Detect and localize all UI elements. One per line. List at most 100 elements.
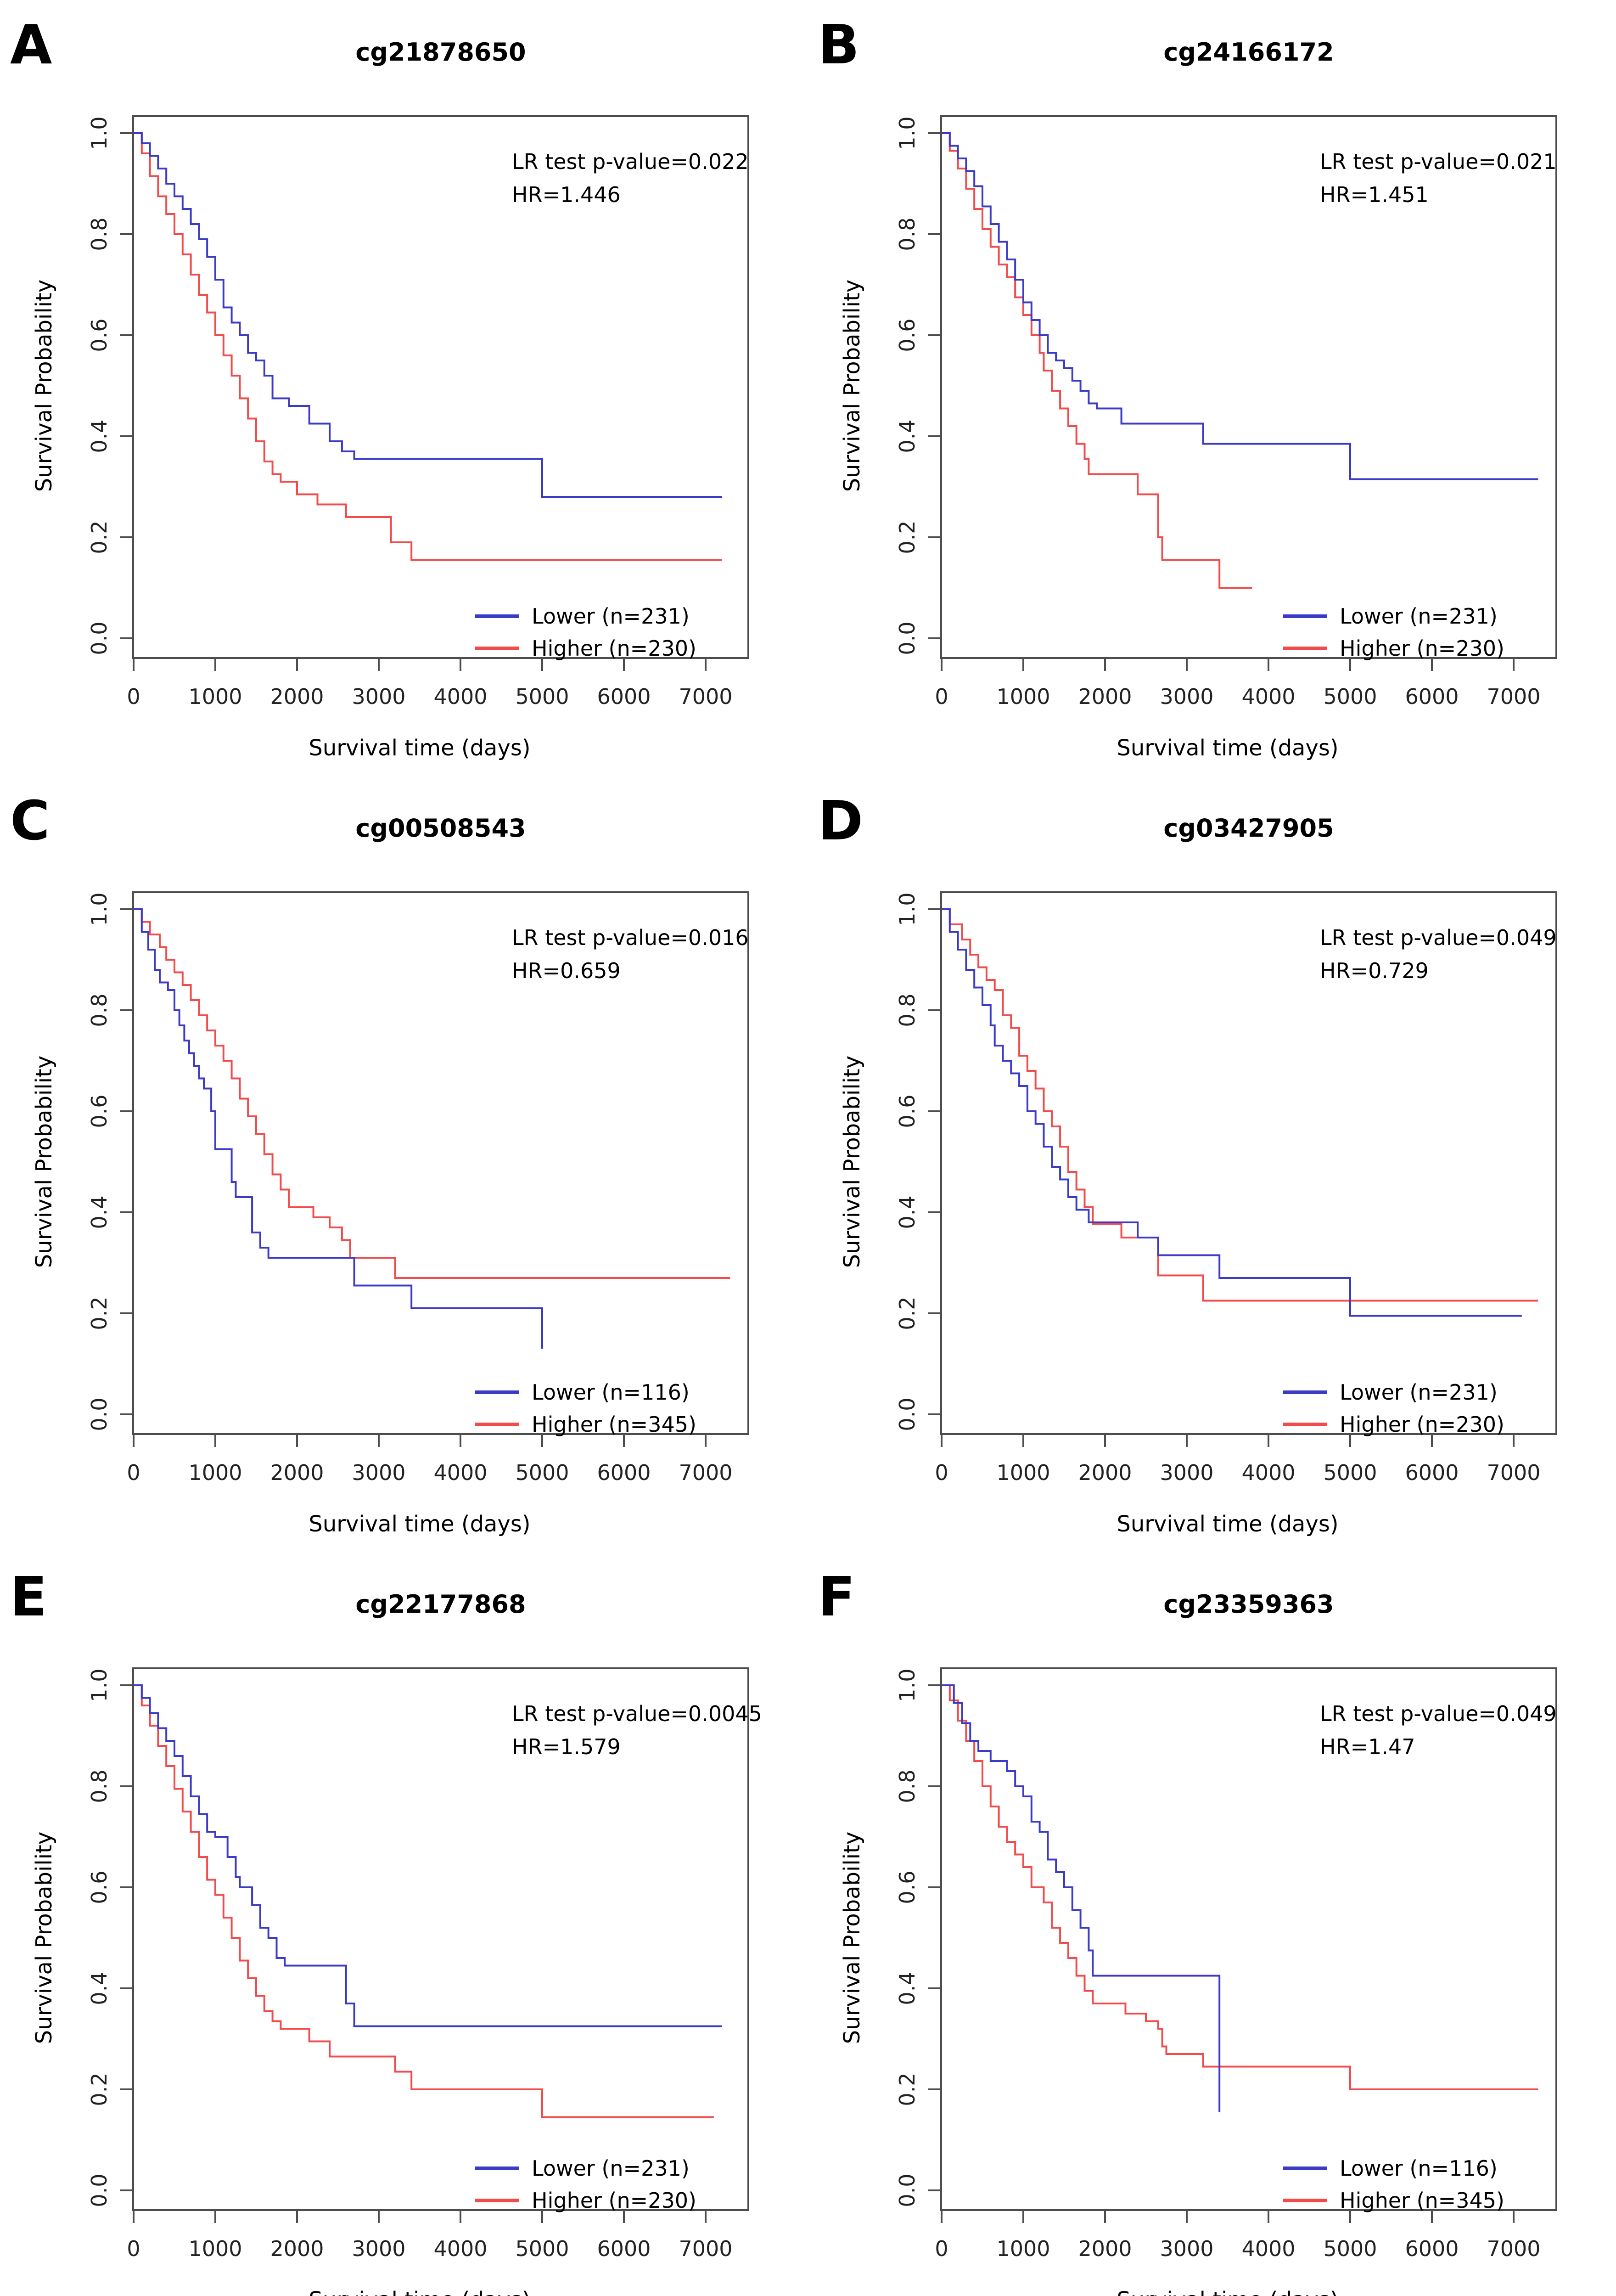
y-tick-label: 0.6 xyxy=(87,318,112,352)
panel-letter: E xyxy=(10,1565,47,1628)
x-tick-label: 3000 xyxy=(352,684,405,709)
km-curve-higher xyxy=(134,132,722,561)
y-tick-label: 0.0 xyxy=(87,621,112,655)
legend-label-lower: Lower (n=231) xyxy=(1340,604,1498,629)
legend-label-lower: Lower (n=231) xyxy=(532,604,690,629)
y-tick-label: 1.0 xyxy=(895,116,920,150)
chart-title: cg24166172 xyxy=(1163,38,1334,67)
panel-letter: C xyxy=(10,789,50,852)
y-tick-label: 0.2 xyxy=(895,2072,920,2106)
y-tick-label: 1.0 xyxy=(895,1668,920,1702)
lr-test-annotation: LR test p-value=0.016 xyxy=(512,925,749,950)
legend-label-lower: Lower (n=116) xyxy=(1340,2156,1498,2181)
x-tick-label: 5000 xyxy=(1323,1460,1377,1485)
x-tick-label: 5000 xyxy=(1323,684,1377,709)
x-tick-label: 1000 xyxy=(996,1460,1050,1485)
x-axis-label: Survival time (days) xyxy=(309,1511,530,1537)
hr-annotation: HR=0.659 xyxy=(512,958,621,983)
y-tick-label: 0.6 xyxy=(895,318,920,352)
x-tick-label: 1000 xyxy=(996,684,1050,709)
x-tick-label: 1000 xyxy=(996,2236,1050,2261)
x-tick-label: 1000 xyxy=(188,1460,242,1485)
legend-label-higher: Higher (n=230) xyxy=(532,2188,696,2213)
y-tick-label: 0.4 xyxy=(895,1971,920,2005)
x-tick-label: 2000 xyxy=(1078,2236,1132,2261)
km-curve-lower xyxy=(942,908,1522,1317)
x-tick-label: 3000 xyxy=(1160,2236,1213,2261)
lr-test-annotation: LR test p-value=0.021 xyxy=(1320,149,1557,174)
km-curve-lower xyxy=(942,1684,1221,2112)
y-tick-label: 0.0 xyxy=(895,1397,920,1431)
x-tick-label: 3000 xyxy=(352,2236,405,2261)
y-tick-label: 0.8 xyxy=(87,993,112,1027)
km-curve-higher xyxy=(942,132,1252,589)
km-curve-higher xyxy=(134,1684,714,2118)
y-tick-label: 0.8 xyxy=(895,993,920,1027)
plot-box xyxy=(132,115,749,659)
y-axis-label: Survival Probability xyxy=(839,1832,865,2044)
km-curve-higher xyxy=(942,1684,1538,2090)
lr-test-annotation: LR test p-value=0.049 xyxy=(1320,925,1557,950)
y-axis-label: Survival Probability xyxy=(31,1056,57,1268)
y-tick-label: 0.4 xyxy=(895,1195,920,1229)
y-tick-label: 0.6 xyxy=(895,1870,920,1904)
y-axis-label: Survival Probability xyxy=(31,280,57,492)
x-tick-label: 6000 xyxy=(1405,2236,1459,2261)
plot-box xyxy=(132,891,749,1435)
lr-test-annotation: LR test p-value=0.0045 xyxy=(512,1701,762,1726)
panel-letter: D xyxy=(818,789,863,852)
km-curve-higher xyxy=(942,908,1538,1302)
x-tick-label: 5000 xyxy=(515,2236,569,2261)
plot-box xyxy=(940,891,1557,1435)
x-tick-label: 6000 xyxy=(1405,1460,1459,1485)
x-tick-label: 7000 xyxy=(679,684,732,709)
chart-title: cg23359363 xyxy=(1163,1590,1334,1619)
y-tick-label: 0.6 xyxy=(87,1870,112,1904)
hr-annotation: HR=1.579 xyxy=(512,1734,621,1759)
y-tick-label: 1.0 xyxy=(895,892,920,926)
x-tick-label: 3000 xyxy=(352,1460,405,1485)
lr-test-annotation: LR test p-value=0.022 xyxy=(512,149,749,174)
x-tick-label: 4000 xyxy=(1241,1460,1295,1485)
y-tick-label: 0.0 xyxy=(895,621,920,655)
legend-label-higher: Higher (n=230) xyxy=(532,636,696,661)
y-tick-label: 0.2 xyxy=(895,520,920,554)
x-tick-label: 2000 xyxy=(270,1460,324,1485)
x-tick-label: 3000 xyxy=(1160,1460,1213,1485)
x-axis-label: Survival time (days) xyxy=(1117,735,1338,761)
hr-annotation: HR=1.451 xyxy=(1320,182,1429,207)
y-tick-label: 0.4 xyxy=(87,1971,112,2005)
x-tick-label: 2000 xyxy=(1078,684,1132,709)
y-tick-label: 1.0 xyxy=(87,892,112,926)
y-tick-label: 0.0 xyxy=(895,2173,920,2207)
plot-box xyxy=(132,1667,749,2211)
y-tick-label: 0.8 xyxy=(895,1769,920,1803)
x-tick-label: 6000 xyxy=(597,684,651,709)
x-tick-label: 0 xyxy=(127,1460,140,1485)
y-tick-label: 1.0 xyxy=(87,116,112,150)
x-tick-label: 4000 xyxy=(433,1460,487,1485)
chart-title: cg22177868 xyxy=(355,1590,526,1619)
hr-annotation: HR=0.729 xyxy=(1320,958,1429,983)
x-tick-label: 5000 xyxy=(515,1460,569,1485)
x-tick-label: 3000 xyxy=(1160,684,1213,709)
km-curve-lower xyxy=(134,132,722,498)
legend-label-lower: Lower (n=116) xyxy=(532,1380,690,1405)
km-curve-lower xyxy=(134,908,543,1349)
x-tick-label: 0 xyxy=(127,684,140,709)
y-tick-label: 0.4 xyxy=(87,419,112,453)
chart-title: cg00508543 xyxy=(355,814,526,843)
x-axis-label: Survival time (days) xyxy=(1117,2287,1338,2296)
x-tick-label: 7000 xyxy=(1487,1460,1540,1485)
plot-box xyxy=(940,115,1557,659)
x-tick-label: 0 xyxy=(127,2236,140,2261)
y-tick-label: 0.0 xyxy=(87,1397,112,1431)
y-axis-label: Survival Probability xyxy=(31,1832,57,2044)
legend-label-higher: Higher (n=345) xyxy=(1340,2188,1504,2213)
